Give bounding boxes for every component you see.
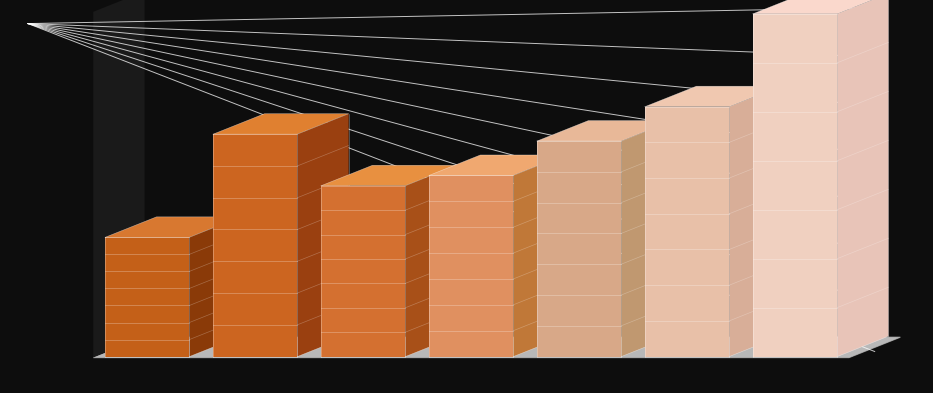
Polygon shape: [429, 175, 513, 356]
Polygon shape: [537, 121, 673, 141]
Polygon shape: [730, 86, 781, 356]
Polygon shape: [93, 0, 145, 358]
Polygon shape: [213, 134, 298, 356]
Polygon shape: [105, 217, 241, 237]
Polygon shape: [321, 165, 456, 186]
Polygon shape: [621, 121, 673, 356]
Polygon shape: [837, 0, 888, 356]
Polygon shape: [405, 165, 456, 356]
Polygon shape: [321, 186, 405, 356]
Polygon shape: [213, 114, 349, 134]
Polygon shape: [513, 155, 564, 356]
Polygon shape: [298, 114, 349, 356]
Polygon shape: [93, 337, 900, 358]
Polygon shape: [537, 141, 621, 356]
Polygon shape: [93, 337, 900, 358]
Polygon shape: [753, 14, 837, 356]
Polygon shape: [105, 237, 189, 356]
Polygon shape: [645, 86, 781, 107]
Polygon shape: [753, 0, 888, 14]
Polygon shape: [645, 107, 730, 356]
Polygon shape: [189, 217, 241, 356]
Polygon shape: [429, 155, 564, 175]
